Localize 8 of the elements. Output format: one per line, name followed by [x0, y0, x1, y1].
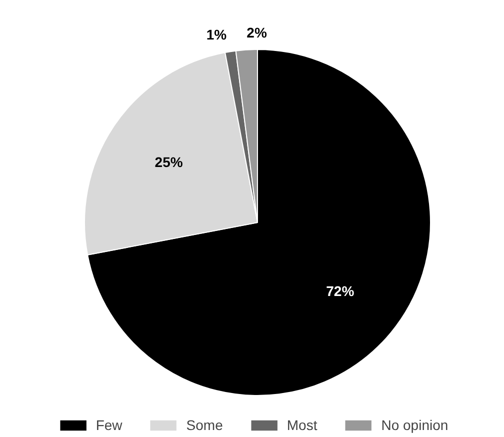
- data-label: 1%: [206, 26, 228, 43]
- legend-label: Few: [96, 417, 122, 433]
- data-label: 25%: [154, 154, 184, 170]
- legend-label: No opinion: [381, 417, 448, 433]
- data-label: 2%: [246, 24, 268, 41]
- legend-label: Most: [286, 417, 318, 433]
- data-label: 72%: [326, 282, 355, 299]
- legend-label: Some: [186, 417, 223, 433]
